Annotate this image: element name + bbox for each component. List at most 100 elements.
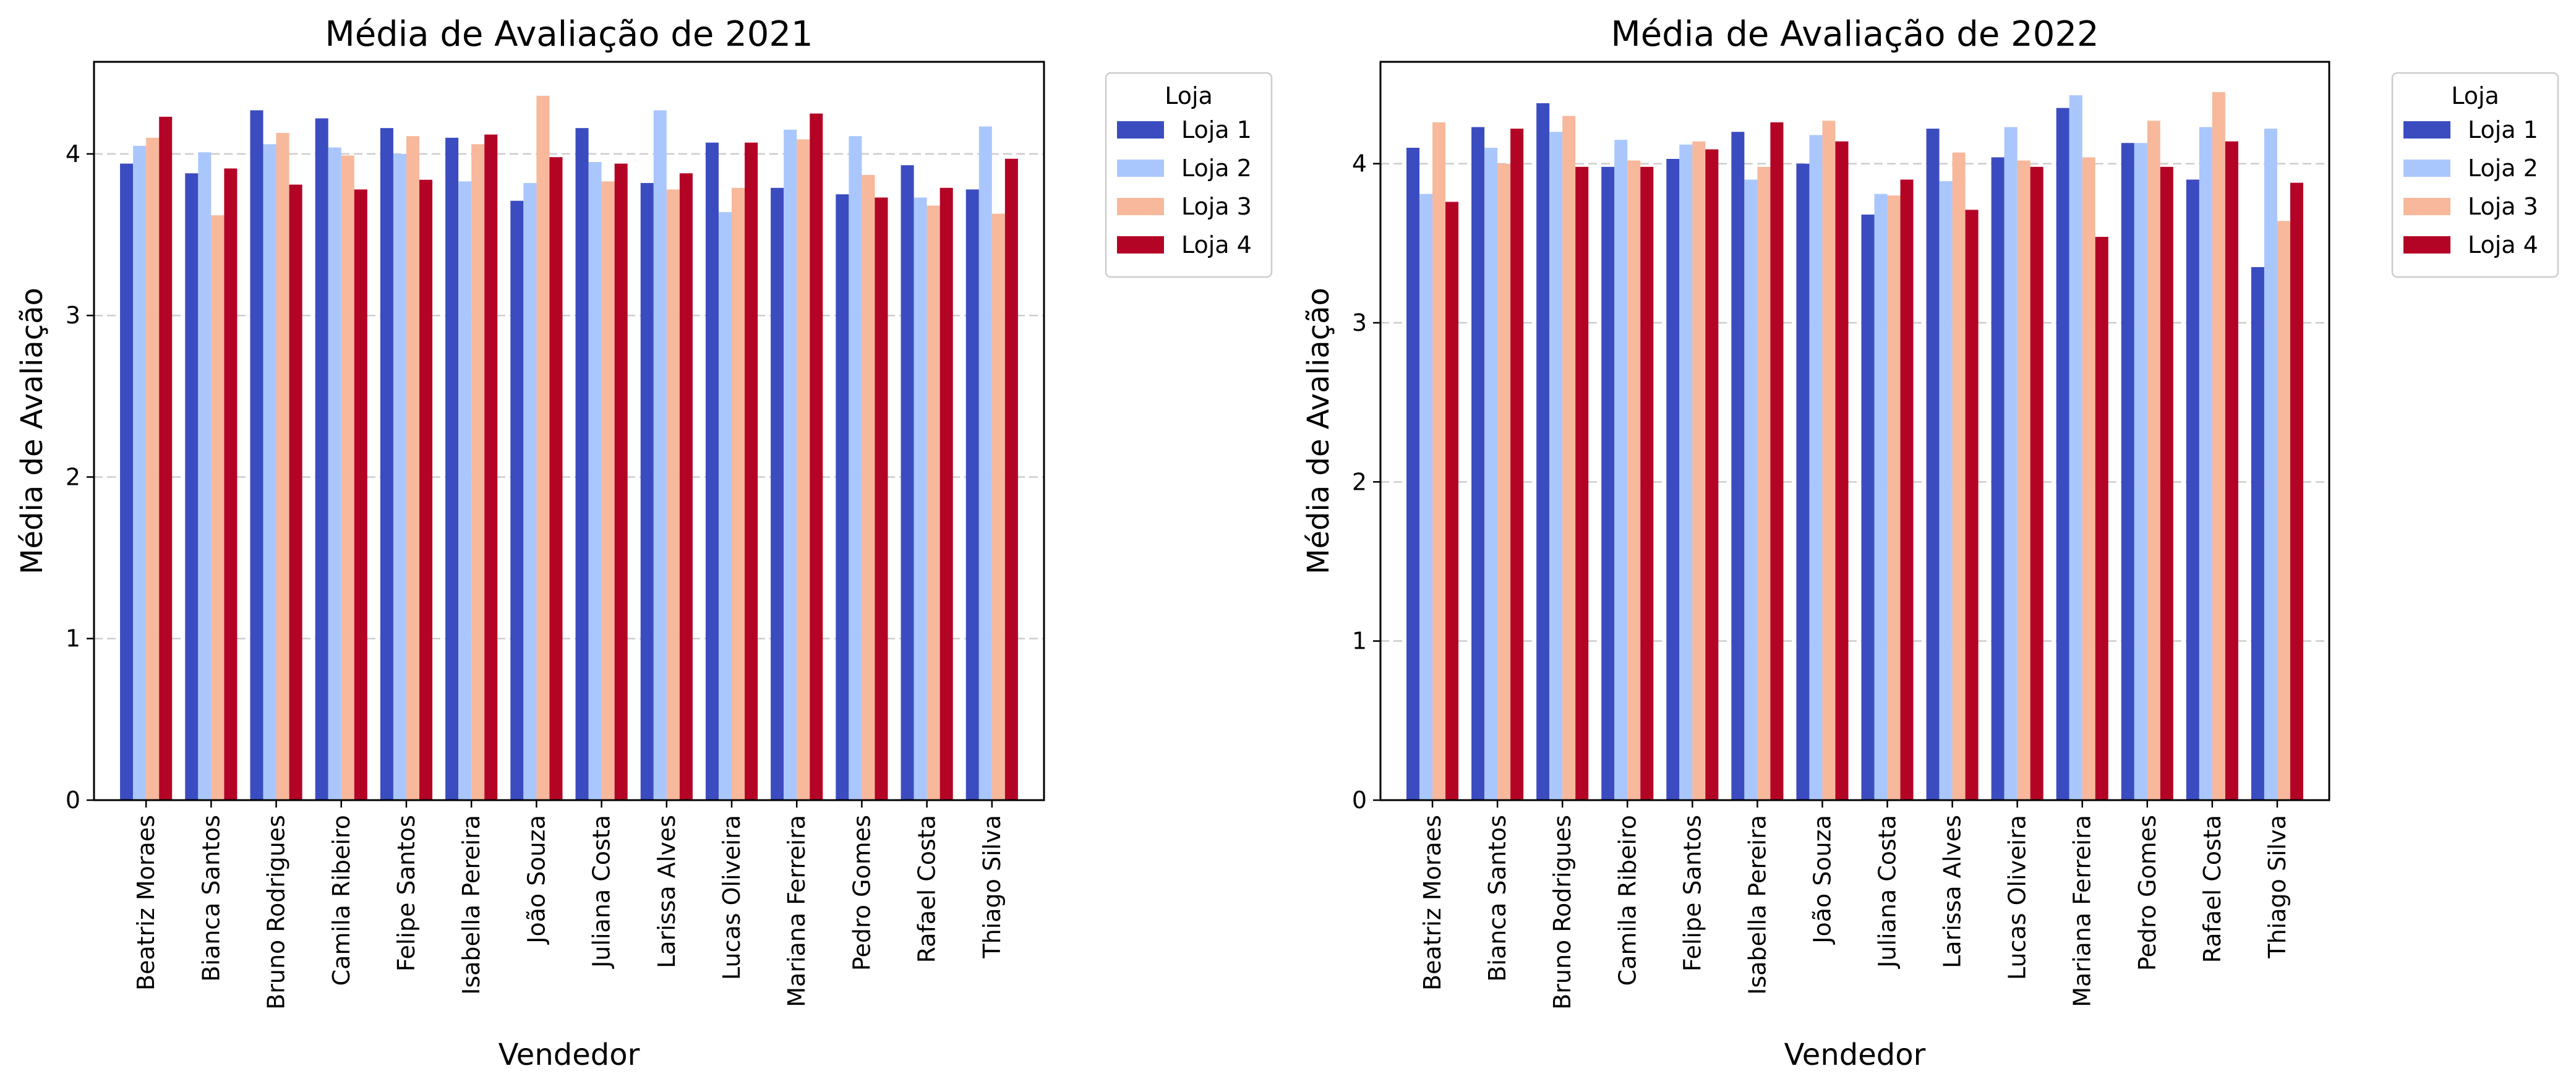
y-axis-label: Média de Avaliação bbox=[1301, 288, 1336, 574]
x-tick-label: Bianca Santos bbox=[197, 815, 225, 982]
bar bbox=[1952, 152, 1966, 800]
bar bbox=[1575, 166, 1589, 801]
bar bbox=[926, 205, 940, 800]
legend-swatch bbox=[1117, 236, 1164, 254]
bar bbox=[1471, 127, 1485, 801]
bar bbox=[2017, 160, 2030, 800]
bar bbox=[1484, 147, 1498, 800]
x-tick-label: Lucas Oliveira bbox=[718, 815, 745, 980]
y-axis-label: Média de Avaliação bbox=[15, 288, 49, 574]
bar bbox=[1874, 194, 1888, 800]
bar bbox=[991, 213, 1005, 800]
x-axis-label: Vendedor bbox=[499, 1038, 640, 1072]
legend-swatch bbox=[2403, 198, 2450, 215]
bar bbox=[2082, 157, 2095, 801]
legend-swatch bbox=[1117, 160, 1164, 177]
x-tick-label: Rafael Costa bbox=[914, 815, 941, 963]
bar bbox=[185, 173, 199, 800]
axes-frame bbox=[1379, 61, 2330, 801]
bar bbox=[1666, 158, 1680, 800]
bar bbox=[1744, 179, 1758, 800]
bar bbox=[797, 139, 810, 801]
chart-title: Média de Avaliação de 2022 bbox=[1611, 14, 2099, 54]
bar bbox=[939, 187, 953, 801]
bar bbox=[732, 187, 745, 801]
x-tick-label: Larissa Alves bbox=[653, 815, 680, 968]
bar bbox=[2069, 95, 2082, 800]
x-tick-label: Thiago Silva bbox=[2264, 815, 2291, 959]
bar bbox=[2134, 143, 2147, 801]
chart-title: Média de Avaliação de 2021 bbox=[325, 14, 813, 54]
bar bbox=[1705, 149, 1719, 801]
bar bbox=[875, 197, 888, 801]
bar bbox=[419, 179, 433, 801]
x-tick-label: Isabella Pereira bbox=[1744, 815, 1771, 995]
x-tick-label: Isabella Pereira bbox=[458, 815, 485, 995]
bar bbox=[653, 110, 667, 800]
bar bbox=[718, 211, 732, 800]
x-tick-label: Camila Ribeiro bbox=[1614, 815, 1641, 986]
bar bbox=[679, 173, 693, 800]
bar bbox=[784, 129, 797, 801]
y-tick-label: 3 bbox=[66, 302, 80, 329]
bar bbox=[1796, 163, 1810, 800]
bar bbox=[146, 137, 160, 800]
x-tick-label: Beatriz Moraes bbox=[132, 815, 160, 991]
bar bbox=[445, 137, 459, 800]
bar bbox=[549, 157, 563, 800]
bar bbox=[1991, 157, 2005, 801]
y-tick-label: 2 bbox=[66, 463, 80, 490]
bar bbox=[471, 144, 485, 800]
bar bbox=[1445, 202, 1459, 801]
legend-label: Loja 4 bbox=[2468, 231, 2538, 258]
bar bbox=[2121, 143, 2134, 801]
bar bbox=[640, 182, 654, 800]
bar bbox=[1835, 141, 1849, 800]
bar bbox=[393, 153, 406, 800]
legend-title: Loja bbox=[1165, 82, 1213, 109]
bar bbox=[1965, 210, 1979, 800]
bar bbox=[159, 116, 173, 800]
bar bbox=[901, 165, 914, 800]
bar bbox=[133, 145, 147, 800]
x-tick-label: Camila Ribeiro bbox=[328, 815, 355, 986]
x-tick-label: Juliana Costa bbox=[588, 815, 615, 969]
bar bbox=[224, 168, 237, 800]
legend-label: Loja 1 bbox=[2468, 116, 2538, 143]
y-tick-label: 2 bbox=[1352, 468, 1367, 495]
x-tick-label: Mariana Ferreira bbox=[783, 815, 810, 1007]
bar bbox=[328, 147, 341, 800]
bar bbox=[2095, 237, 2108, 801]
legend-title: Loja bbox=[2451, 82, 2499, 109]
bar bbox=[1406, 147, 1420, 800]
bar bbox=[2160, 166, 2173, 801]
bar bbox=[2225, 141, 2238, 800]
bar bbox=[484, 134, 498, 800]
bar bbox=[211, 215, 225, 800]
bar bbox=[588, 161, 602, 801]
x-axis-label: Vendedor bbox=[1784, 1038, 1926, 1072]
x-tick-label: Mariana Ferreira bbox=[2069, 815, 2096, 1007]
x-tick-label: Bruno Rodrigues bbox=[263, 815, 290, 1010]
bar bbox=[406, 136, 420, 800]
bar bbox=[276, 132, 289, 801]
bar bbox=[1497, 163, 1511, 800]
bar bbox=[1822, 121, 1836, 801]
bar bbox=[601, 181, 615, 800]
x-tick-label: Thiago Silva bbox=[978, 815, 1006, 959]
bar bbox=[1562, 116, 1576, 801]
bar bbox=[614, 163, 628, 800]
bar bbox=[810, 113, 823, 801]
bar bbox=[1887, 195, 1901, 801]
bar bbox=[1614, 140, 1628, 800]
bar bbox=[1432, 122, 1446, 801]
bar bbox=[965, 189, 979, 801]
legend-swatch bbox=[1117, 121, 1164, 139]
legend-label: Loja 2 bbox=[1181, 155, 1252, 182]
bar bbox=[705, 142, 719, 801]
x-tick-label: João Souza bbox=[523, 815, 550, 945]
bar bbox=[849, 136, 862, 800]
subplot-1: 0 1 2 3 4 Beatriz Moraes Bianca Santos Bruno Ro… bbox=[15, 14, 1273, 1072]
